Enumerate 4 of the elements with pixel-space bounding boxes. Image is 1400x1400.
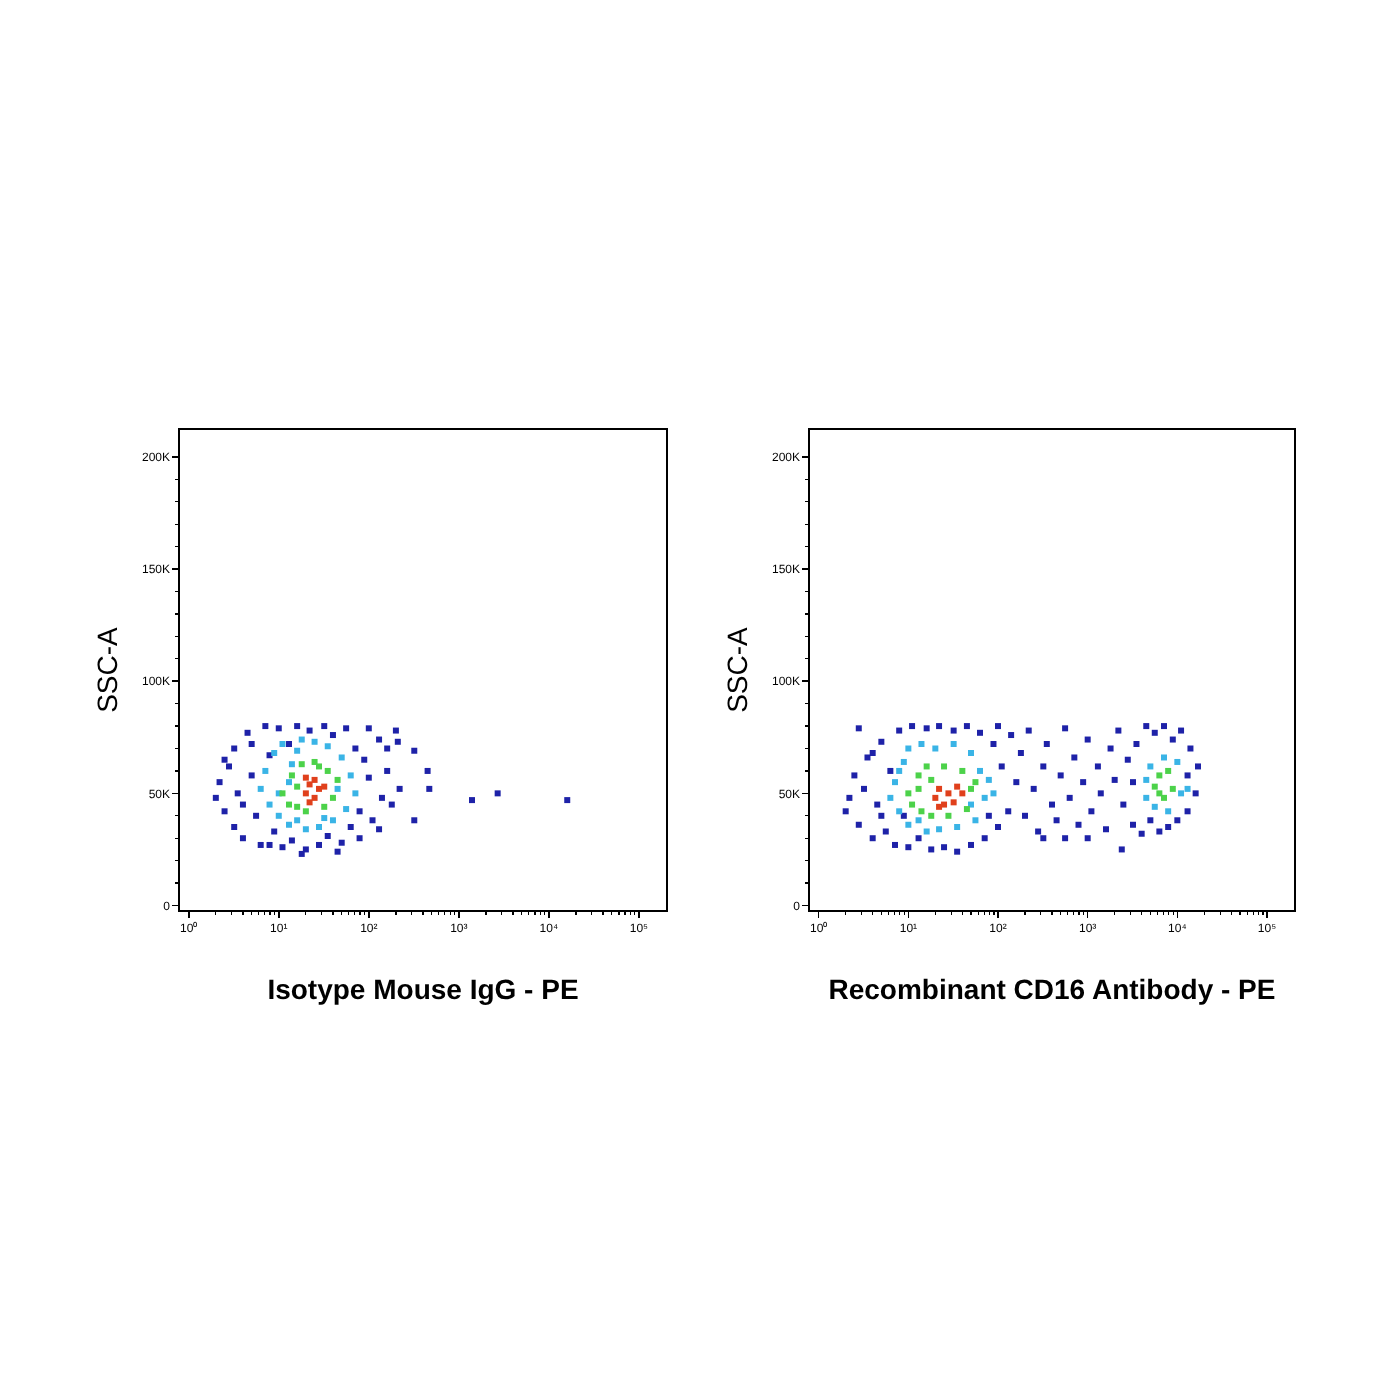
x-axis-title: Isotype Mouse IgG - PE — [267, 972, 579, 1005]
x-axis-title: Recombinant CD16 Antibody - PE — [828, 972, 1276, 1005]
y-axis-title: SSC-A — [90, 625, 123, 713]
y-axis-title: SSC-A — [720, 625, 753, 713]
